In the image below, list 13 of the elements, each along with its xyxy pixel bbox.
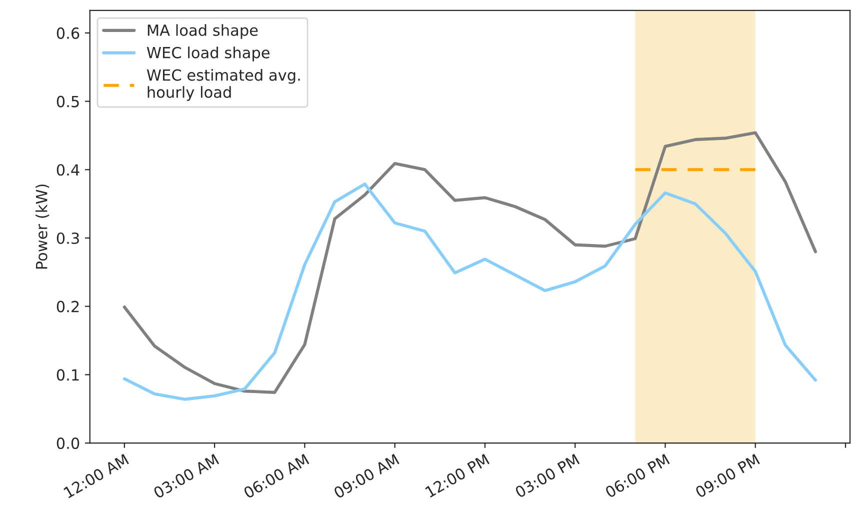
y-tick-label: 0.2 (56, 300, 79, 312)
y-tick-label: 0.5 (56, 96, 79, 108)
legend-label: MA load shape (148, 24, 258, 39)
y-axis-title: Power (kW) (36, 184, 50, 269)
y-tick-label: 0.3 (56, 232, 79, 244)
legend-label: WEC load shape (146, 46, 270, 62)
y-tick-label: 0.6 (56, 27, 80, 39)
legend-label: WEC estimated avg. hourly load (146, 69, 300, 101)
y-tick-label: 0.4 (56, 164, 80, 176)
line-series (122, 131, 817, 394)
y-tick-label: 0.1 (56, 369, 79, 381)
y-tick-label: 0.0 (56, 438, 80, 450)
line-series (122, 182, 817, 401)
